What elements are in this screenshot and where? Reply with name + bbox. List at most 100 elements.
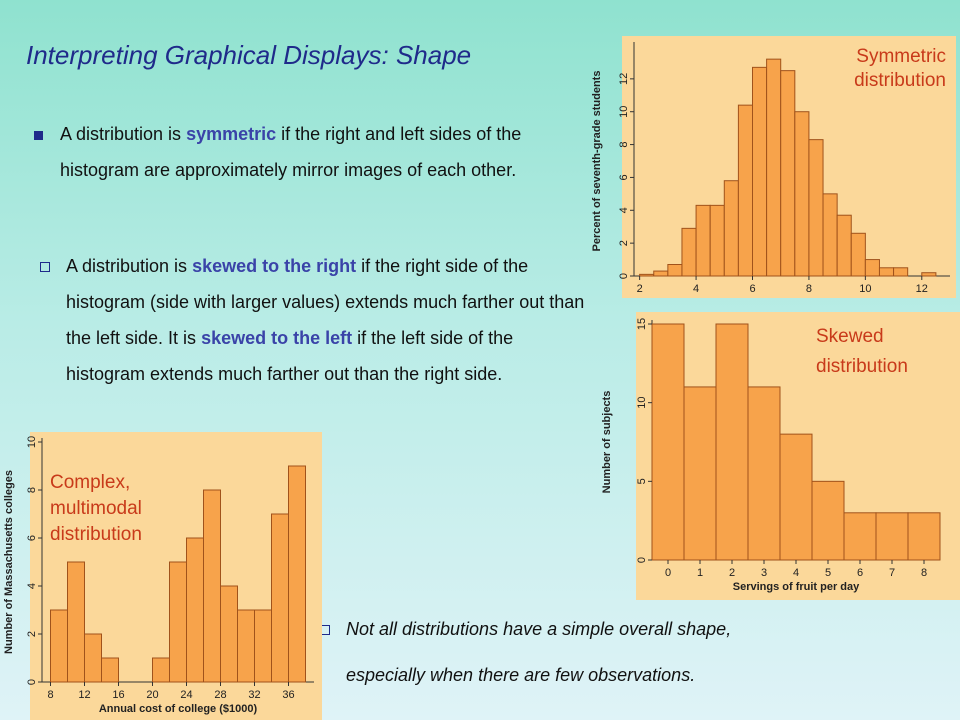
x-axis-title: Annual cost of college ($1000) — [99, 703, 258, 715]
histogram-bar — [203, 489, 221, 683]
histogram-bar — [84, 633, 102, 683]
y-tick-label: 0 — [26, 679, 38, 685]
histogram-bar — [893, 267, 909, 277]
y-tick-label: 4 — [26, 583, 38, 589]
x-tick-label: 2 — [729, 567, 735, 579]
histogram-bar — [653, 270, 669, 277]
x-tick-label: 7 — [889, 567, 895, 579]
histogram-bar — [808, 139, 824, 277]
histogram-bar — [779, 433, 813, 561]
bullet-text: A distribution is — [60, 124, 187, 144]
y-axis-title: Percent of seventh-grade students — [591, 71, 603, 252]
x-tick-label: 8 — [921, 567, 927, 579]
y-tick-label: 2 — [618, 240, 630, 246]
histogram-bar — [850, 232, 866, 277]
histogram-bar — [747, 386, 781, 561]
x-tick-label: 6 — [749, 283, 755, 295]
filled-square-bullet-icon — [34, 116, 43, 152]
x-tick-label: 36 — [282, 689, 294, 701]
histogram-bar — [709, 204, 725, 277]
histogram-bar — [878, 267, 895, 277]
histogram-bar — [169, 561, 187, 683]
histogram-bar — [907, 512, 941, 561]
x-tick-label: 20 — [146, 689, 158, 701]
y-tick-label: 6 — [26, 535, 38, 541]
x-tick-label: 24 — [180, 689, 192, 701]
y-tick-label: 5 — [636, 478, 648, 484]
panel-label: distribution — [50, 524, 142, 545]
y-tick-label: 10 — [618, 106, 630, 118]
histogram-bar — [864, 259, 880, 277]
histogram-bar — [715, 323, 749, 561]
histogram-bar — [639, 273, 655, 277]
bullet-text: Not all distributions have a simple over… — [346, 619, 732, 639]
panel-label: distribution — [854, 70, 946, 91]
slide-title: Interpreting Graphical Displays: Shape — [26, 40, 472, 70]
x-tick-label: 4 — [693, 283, 699, 295]
bullet-text: if the left side of the histogram extend… — [66, 328, 514, 384]
y-tick-label: 6 — [618, 174, 630, 180]
y-tick-label: 2 — [26, 631, 38, 637]
multimodal-histogram: 0 2 4 6 8 10 8 12 16 20 24 28 32 36 Annual cost of col… — [0, 432, 322, 720]
x-tick-label: 28 — [214, 689, 226, 701]
x-tick-label: 32 — [248, 689, 260, 701]
x-tick-label: 1 — [697, 567, 703, 579]
y-tick-label: 15 — [636, 318, 648, 330]
bullet-symmetric: A distribution is symmetric if the right… — [34, 116, 580, 188]
bullet-text: if the right side of the histogram (side… — [66, 256, 585, 348]
skewed-histogram: 0 5 10 15 0 1 2 3 4 5 6 7 8 Servings of fruit per day… — [596, 312, 960, 600]
panel-label: distribution — [816, 356, 908, 377]
histogram-bar — [843, 512, 877, 561]
histogram-bar — [288, 465, 306, 683]
histogram-bar — [723, 180, 739, 277]
x-tick-label: 6 — [857, 567, 863, 579]
histogram-bar — [254, 609, 272, 683]
symmetric-histogram-svg: 0 2 4 6 8 10 12 2 4 6 8 10 12 Grade-equivalent vocabu… — [591, 36, 956, 298]
panel-label: multimodal — [50, 498, 142, 519]
x-axis-title: Servings of fruit per day — [733, 581, 860, 593]
histogram-bar — [811, 480, 845, 561]
histogram-bar — [50, 609, 68, 683]
keyword-skewed-left: skewed to the left — [201, 328, 353, 348]
y-tick-label: 0 — [618, 273, 630, 279]
histogram-bar — [186, 537, 204, 683]
keyword-skewed-right: skewed to the right — [192, 256, 357, 276]
histogram-bar — [237, 609, 255, 683]
y-tick-label: 4 — [618, 207, 630, 213]
x-tick-label: 8 — [47, 689, 53, 701]
histogram-bar — [875, 512, 909, 561]
y-axis-title: Number of Massachusetts colleges — [3, 470, 15, 654]
histogram-bar — [695, 204, 711, 277]
panel-label: Symmetric — [856, 46, 946, 67]
keyword-symmetric: symmetric — [186, 124, 277, 144]
panel-label: Skewed — [816, 326, 884, 347]
x-tick-label: 8 — [806, 283, 812, 295]
histogram-bar — [737, 104, 753, 277]
x-tick-label: 5 — [825, 567, 831, 579]
histogram-bar — [766, 58, 782, 277]
histogram-bar — [152, 657, 170, 683]
bullet-text: if the right and left sides of the histo… — [60, 124, 522, 180]
histogram-bar — [681, 227, 697, 277]
skewed-histogram-svg: 0 5 10 15 0 1 2 3 4 5 6 7 8 Servings of fruit per day… — [601, 312, 960, 600]
x-tick-label: 2 — [637, 283, 643, 295]
histogram-bar — [780, 70, 796, 277]
histogram-bar — [822, 193, 838, 277]
histogram-bar — [651, 323, 685, 561]
y-tick-label: 8 — [618, 142, 630, 148]
histogram-bar — [667, 264, 683, 277]
bullet-text: A distribution is — [66, 256, 193, 276]
y-tick-label: 10 — [26, 436, 38, 448]
bullet-text: especially when there are few observatio… — [346, 665, 696, 685]
histogram-bar — [794, 111, 810, 277]
y-tick-label: 8 — [26, 487, 38, 493]
symmetric-histogram: 0 2 4 6 8 10 12 2 4 6 8 10 12 Grade-equivalent vocabu… — [590, 36, 956, 298]
x-tick-label: 10 — [859, 283, 871, 295]
x-tick-label: 3 — [761, 567, 767, 579]
y-axis-title: Number of subjects — [601, 391, 613, 494]
y-tick-label: 10 — [636, 397, 648, 409]
y-tick-label: 0 — [636, 557, 648, 563]
histogram-bar — [921, 272, 937, 277]
panel-label: Complex, — [50, 472, 130, 493]
